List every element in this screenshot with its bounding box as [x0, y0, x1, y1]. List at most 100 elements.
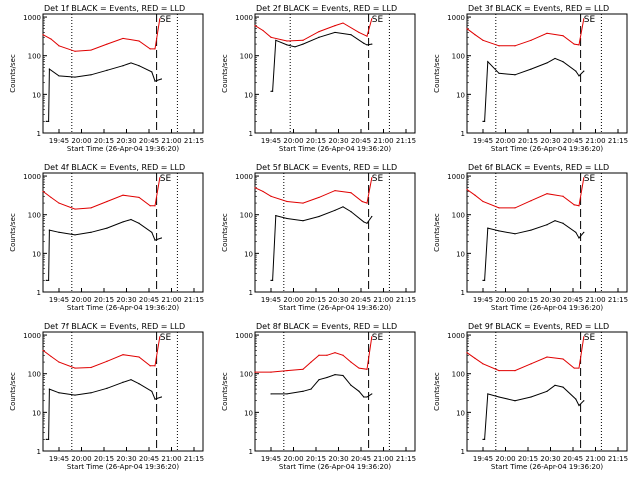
data-point	[286, 44, 288, 46]
data-point	[138, 222, 140, 224]
data-point	[159, 18, 161, 20]
series-line-lld	[42, 18, 161, 52]
x-tick-label: 19:45	[261, 455, 281, 463]
y-tick-label: 10	[32, 91, 41, 99]
data-point	[578, 75, 580, 77]
data-point	[302, 43, 304, 45]
data-point	[562, 61, 564, 63]
x-tick-label: 20:45	[351, 296, 371, 304]
y-tick-label: 1000	[447, 173, 465, 181]
x-tick-label: 19:45	[49, 455, 69, 463]
data-point	[562, 195, 564, 197]
data-point	[45, 279, 47, 281]
data-point	[334, 209, 336, 211]
y-axis-label: Counts/sec	[9, 372, 17, 411]
data-point	[474, 194, 476, 196]
data-point	[371, 43, 373, 45]
data-point	[58, 202, 60, 204]
data-point	[42, 190, 44, 193]
data-point	[302, 220, 304, 222]
x-tick-label: 21:00	[585, 455, 605, 463]
se-marker: SE	[160, 174, 172, 184]
x-tick-label: 20:45	[563, 296, 583, 304]
data-point	[48, 68, 51, 70]
series-line-events	[46, 62, 162, 122]
x-tick-label: 21:15	[608, 455, 628, 463]
x-tick-label: 20:30	[328, 455, 348, 463]
x-tick-label: 21:15	[608, 137, 628, 145]
x-axis-label: Start Time (26-Apr-04 19:36:20)	[279, 463, 391, 471]
y-tick-label: 1000	[23, 332, 41, 340]
data-point	[366, 396, 368, 398]
data-point	[74, 50, 76, 52]
y-tick-label: 1000	[23, 173, 41, 181]
data-point	[482, 39, 484, 41]
x-tick-label: 20:30	[328, 296, 348, 304]
data-point	[48, 438, 50, 440]
data-point	[302, 390, 304, 392]
y-tick-label: 100	[28, 53, 41, 61]
x-tick-label: 21:15	[184, 137, 204, 145]
x-tick-label: 20:45	[351, 455, 371, 463]
data-point	[342, 374, 344, 377]
x-tick-label: 21:15	[608, 296, 628, 304]
data-point	[58, 45, 60, 47]
data-point	[334, 31, 336, 34]
data-point	[554, 384, 556, 386]
data-point	[58, 75, 60, 77]
data-point	[159, 336, 161, 338]
data-point	[58, 231, 60, 233]
data-point	[45, 120, 47, 122]
y-tick-label: 100	[452, 53, 465, 61]
data-point	[562, 386, 564, 388]
data-point	[498, 396, 500, 398]
data-point	[318, 379, 320, 381]
data-point	[530, 200, 532, 202]
x-tick-label: 21:00	[373, 137, 393, 145]
se-marker: SE	[372, 174, 384, 184]
x-tick-label: 20:45	[139, 455, 159, 463]
series-line-lld	[466, 177, 585, 209]
x-tick-label: 20:15	[94, 296, 114, 304]
data-point	[575, 398, 577, 400]
x-tick-label: 21:15	[396, 137, 416, 145]
data-point	[42, 349, 44, 352]
panel-4: Det 4f BLACK = Events, RED = LLD 1 10 100 10…	[9, 163, 204, 312]
x-tick-label: 19:45	[261, 137, 281, 145]
x-tick-label: 21:15	[184, 455, 204, 463]
data-point	[130, 62, 132, 64]
data-point	[318, 196, 320, 199]
data-point	[498, 207, 500, 209]
data-point	[573, 43, 575, 45]
data-point	[498, 370, 500, 372]
panel-title: Det 3f BLACK = Events, RED = LLD	[468, 4, 609, 13]
x-tick-label: 21:00	[585, 296, 605, 304]
data-point	[254, 187, 256, 189]
data-point	[154, 239, 156, 241]
data-point	[363, 42, 365, 44]
data-point	[487, 393, 489, 395]
x-tick-label: 20:15	[518, 137, 538, 145]
data-point	[58, 392, 60, 394]
data-point	[151, 390, 153, 392]
se-marker: SE	[160, 333, 172, 343]
data-point	[159, 177, 161, 179]
y-tick-label: 1000	[235, 14, 253, 22]
x-tick-label: 20:30	[116, 296, 136, 304]
series-line-events	[483, 57, 585, 122]
data-point	[270, 90, 272, 92]
data-point	[484, 438, 486, 440]
data-point	[74, 394, 76, 396]
data-point	[310, 388, 312, 390]
series-line-lld	[254, 177, 373, 204]
data-point	[514, 370, 516, 372]
series-line-lld	[466, 18, 585, 47]
data-point	[482, 363, 484, 365]
data-point	[334, 352, 336, 354]
series-line-events	[46, 218, 162, 281]
data-point	[122, 354, 124, 356]
data-point	[272, 90, 274, 92]
panel-2: Det 2f BLACK = Events, RED = LLD 1 10 100 10…	[221, 4, 416, 153]
data-point	[363, 396, 365, 398]
data-point	[138, 65, 140, 67]
